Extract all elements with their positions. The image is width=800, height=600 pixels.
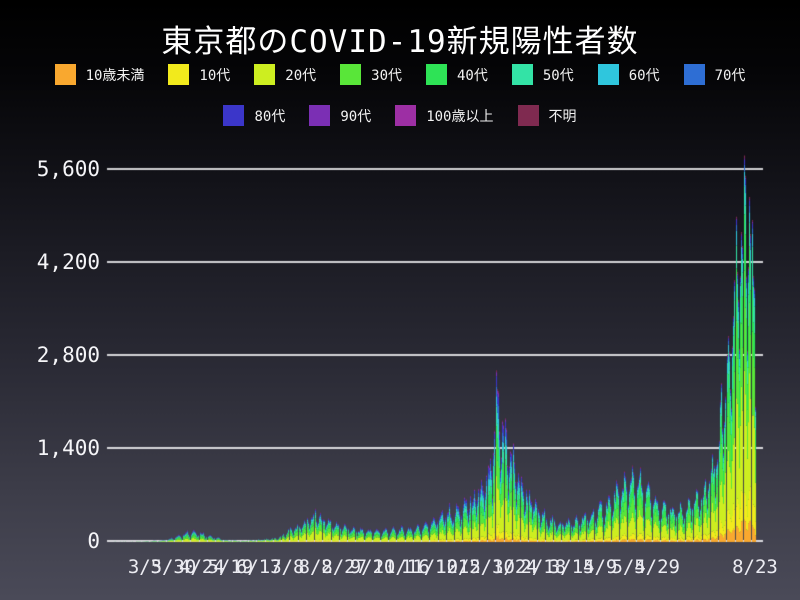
legend-swatch-icon xyxy=(395,105,417,126)
y-axis-tick-label: 1,400 xyxy=(36,436,100,460)
legend-swatch-icon xyxy=(54,64,76,85)
x-axis-tick-label: 1/24 xyxy=(491,556,538,578)
x-axis-tick-label: 4/9 xyxy=(583,556,618,578)
legend-swatch-icon xyxy=(168,64,190,85)
legend-label: 10歳未満 xyxy=(85,67,145,84)
legend-item: 90代 xyxy=(309,105,371,126)
legend-item: 10代 xyxy=(168,64,230,85)
legend-swatch-icon xyxy=(223,105,245,126)
x-axis-tick-label: 12/30 xyxy=(457,556,515,578)
legend-item: 40代 xyxy=(426,64,488,85)
x-axis-tick-label: 5/4 xyxy=(611,556,646,578)
x-axis-tick-label: 3/15 xyxy=(548,556,595,578)
chart-title: 東京都のCOVID-19新規陽性者数 xyxy=(161,24,639,60)
x-axis-tick-label: 3/30 xyxy=(150,556,197,578)
legend-item: 30代 xyxy=(340,64,402,85)
x-axis-tick-label: 8/23 xyxy=(732,556,778,578)
legend-item: 100歳以上 xyxy=(395,105,494,126)
x-axis-tick-label: 5/29 xyxy=(634,556,680,578)
legend-label: 90代 xyxy=(340,108,372,125)
x-axis-tick-label: 8/2 xyxy=(298,556,333,578)
x-axis-tick-label: 12/5 xyxy=(435,556,481,578)
x-axis-tick-label: 5/19 xyxy=(207,556,254,578)
legend-row-2: 80代 90代 100歳以上 不明 xyxy=(0,105,800,126)
legend-label: 80代 xyxy=(254,108,286,125)
legend-item: 20代 xyxy=(254,64,316,85)
legend-item: 不明 xyxy=(517,105,577,126)
legend-swatch-icon xyxy=(683,64,705,85)
x-axis-labels: 3/5 3/30 4/24 5/19 6/13 7/8 8/2 8/27 9/21 10/16 11… xyxy=(0,556,800,586)
legend-label: 10代 xyxy=(199,67,231,84)
legend-label: 100歳以上 xyxy=(426,108,494,125)
legend-label: 60代 xyxy=(628,67,660,84)
x-axis-tick-label: 2/18 xyxy=(520,556,567,578)
legend-label: 20代 xyxy=(285,67,317,84)
x-axis-tick-label: 7/8 xyxy=(270,556,305,578)
legend-swatch-icon xyxy=(340,64,362,85)
x-axis-tick-label: 10/16 xyxy=(372,556,430,578)
legend-item: 60代 xyxy=(597,64,660,85)
legend-swatch-icon xyxy=(309,105,331,126)
legend-label: 70代 xyxy=(714,67,746,84)
x-axis-tick-label: 3/5 xyxy=(127,556,163,578)
legend-label: 40代 xyxy=(457,67,488,84)
x-axis-tick-label: 4/24 xyxy=(179,556,225,578)
legend-swatch-icon xyxy=(597,64,619,85)
legend-swatch-icon xyxy=(426,64,447,85)
legend-item: 50代 xyxy=(511,64,574,85)
y-axis-tick-label: 0 xyxy=(87,529,100,553)
legend-item: 80代 xyxy=(223,105,285,126)
legend-item: 10歳未満 xyxy=(54,64,145,85)
legend-swatch-icon xyxy=(511,64,533,85)
x-axis-tick-label: 8/27 xyxy=(321,556,368,578)
y-axis-tick-label: 2,800 xyxy=(36,343,100,367)
legend-swatch-icon xyxy=(517,105,539,126)
x-axis-tick-label: 6/13 xyxy=(235,556,282,578)
legend-label: 30代 xyxy=(371,67,402,84)
y-axis-tick-label: 5,600 xyxy=(36,157,100,181)
legend-swatch-icon xyxy=(254,64,276,85)
legend-item: 70代 xyxy=(683,64,746,85)
legend-label: 不明 xyxy=(548,108,577,125)
x-axis-tick-label: 9/21 xyxy=(349,556,396,578)
legend-row-1: 10歳未満 10代 20代 30代 40代 50代 60代 70代 xyxy=(0,64,800,85)
legend-label: 50代 xyxy=(542,67,574,84)
y-axis-tick-label: 4,200 xyxy=(36,250,100,274)
x-axis-tick-label: 11/10 xyxy=(400,556,459,578)
